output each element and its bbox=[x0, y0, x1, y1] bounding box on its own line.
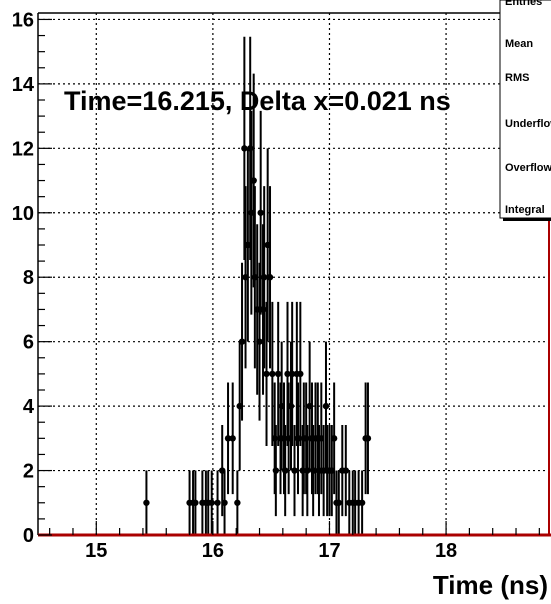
stats-box: Entries Mean RMS Underflow Overflow Integral bbox=[499, 0, 551, 221]
data-marker bbox=[271, 435, 278, 442]
data-marker bbox=[284, 370, 291, 378]
stats-box-frame bbox=[499, 0, 551, 219]
y-tick-label: 8 bbox=[23, 267, 34, 289]
data-point bbox=[297, 301, 304, 446]
data-point bbox=[208, 470, 215, 535]
y-tick-label: 12 bbox=[12, 138, 34, 160]
data-marker bbox=[297, 370, 304, 378]
data-marker bbox=[287, 402, 295, 410]
y-tick-label: 0 bbox=[23, 525, 34, 547]
data-point bbox=[335, 470, 343, 535]
data-point bbox=[234, 470, 241, 535]
data-marker bbox=[250, 177, 257, 184]
data-marker bbox=[266, 274, 274, 281]
data-marker bbox=[257, 209, 264, 216]
data-marker bbox=[274, 370, 282, 378]
stats-label: Mean bbox=[505, 38, 533, 50]
data-marker bbox=[272, 467, 280, 474]
stats-label: Entries bbox=[505, 0, 542, 8]
data-point bbox=[143, 470, 150, 535]
data-marker bbox=[281, 467, 289, 474]
data-point bbox=[250, 73, 257, 288]
stats-label: RMS bbox=[505, 72, 529, 84]
data-marker bbox=[192, 499, 199, 506]
data-marker bbox=[288, 370, 296, 378]
data-marker bbox=[302, 435, 310, 442]
x-tick-label: 17 bbox=[318, 540, 340, 562]
data-marker bbox=[364, 435, 372, 442]
data-point bbox=[342, 424, 349, 517]
data-point bbox=[214, 470, 221, 535]
data-point bbox=[288, 301, 296, 446]
data-marker bbox=[208, 499, 215, 506]
data-point bbox=[269, 301, 276, 446]
data-marker bbox=[322, 402, 330, 410]
data-point bbox=[229, 382, 236, 495]
data-marker bbox=[256, 338, 263, 345]
data-point bbox=[192, 470, 199, 535]
data-marker bbox=[291, 467, 298, 474]
data-point bbox=[238, 262, 246, 421]
x-tick-label: 18 bbox=[435, 540, 457, 562]
data-marker bbox=[330, 435, 338, 442]
data-point bbox=[284, 301, 291, 446]
data-marker bbox=[229, 435, 236, 442]
data-point bbox=[272, 424, 280, 517]
data-points bbox=[143, 36, 372, 535]
data-point bbox=[291, 424, 298, 517]
data-point bbox=[322, 341, 330, 471]
data-marker bbox=[269, 370, 276, 378]
y-tick-label: 6 bbox=[23, 332, 34, 354]
data-point bbox=[260, 186, 268, 369]
data-point bbox=[257, 110, 264, 315]
data-marker bbox=[259, 306, 267, 313]
data-marker bbox=[246, 145, 254, 152]
data-marker bbox=[342, 467, 349, 474]
stats-label: Integral bbox=[505, 204, 545, 216]
data-point bbox=[256, 262, 263, 421]
data-point bbox=[224, 382, 232, 495]
y-tick-label: 10 bbox=[12, 203, 34, 225]
y-tick-label: 16 bbox=[12, 9, 34, 31]
data-point bbox=[330, 382, 338, 495]
data-point bbox=[221, 470, 228, 535]
data-marker bbox=[224, 435, 232, 442]
y-tick-label: 14 bbox=[12, 74, 35, 96]
x-tick-label: 16 bbox=[202, 540, 224, 562]
x-tick-label: 15 bbox=[85, 540, 107, 562]
data-point bbox=[281, 424, 289, 517]
data-point bbox=[263, 301, 270, 446]
stats-label: Overflow bbox=[505, 162, 551, 174]
annotation-text: Time=16.215, Delta x=0.021 ns bbox=[64, 86, 451, 116]
data-marker bbox=[260, 274, 268, 281]
data-marker bbox=[214, 499, 221, 506]
data-marker bbox=[335, 499, 343, 506]
stats-label: Underflow bbox=[505, 118, 551, 130]
data-marker bbox=[234, 499, 241, 506]
data-marker bbox=[221, 499, 228, 506]
data-marker bbox=[263, 370, 270, 378]
data-point bbox=[364, 382, 372, 495]
data-marker bbox=[358, 499, 366, 506]
y-tick-label: 4 bbox=[23, 396, 35, 418]
data-marker bbox=[241, 145, 248, 152]
data-point bbox=[274, 301, 282, 446]
data-point bbox=[358, 470, 366, 535]
data-marker bbox=[238, 338, 246, 345]
data-marker bbox=[143, 499, 150, 506]
data-point bbox=[241, 36, 248, 260]
data-point bbox=[266, 186, 274, 369]
axes: 0 2 4 6 8 10 12 14 16 15 16 17 18 bbox=[12, 9, 551, 562]
y-tick-label: 2 bbox=[23, 461, 34, 483]
x-axis-title: Time (ns) bbox=[433, 570, 548, 600]
